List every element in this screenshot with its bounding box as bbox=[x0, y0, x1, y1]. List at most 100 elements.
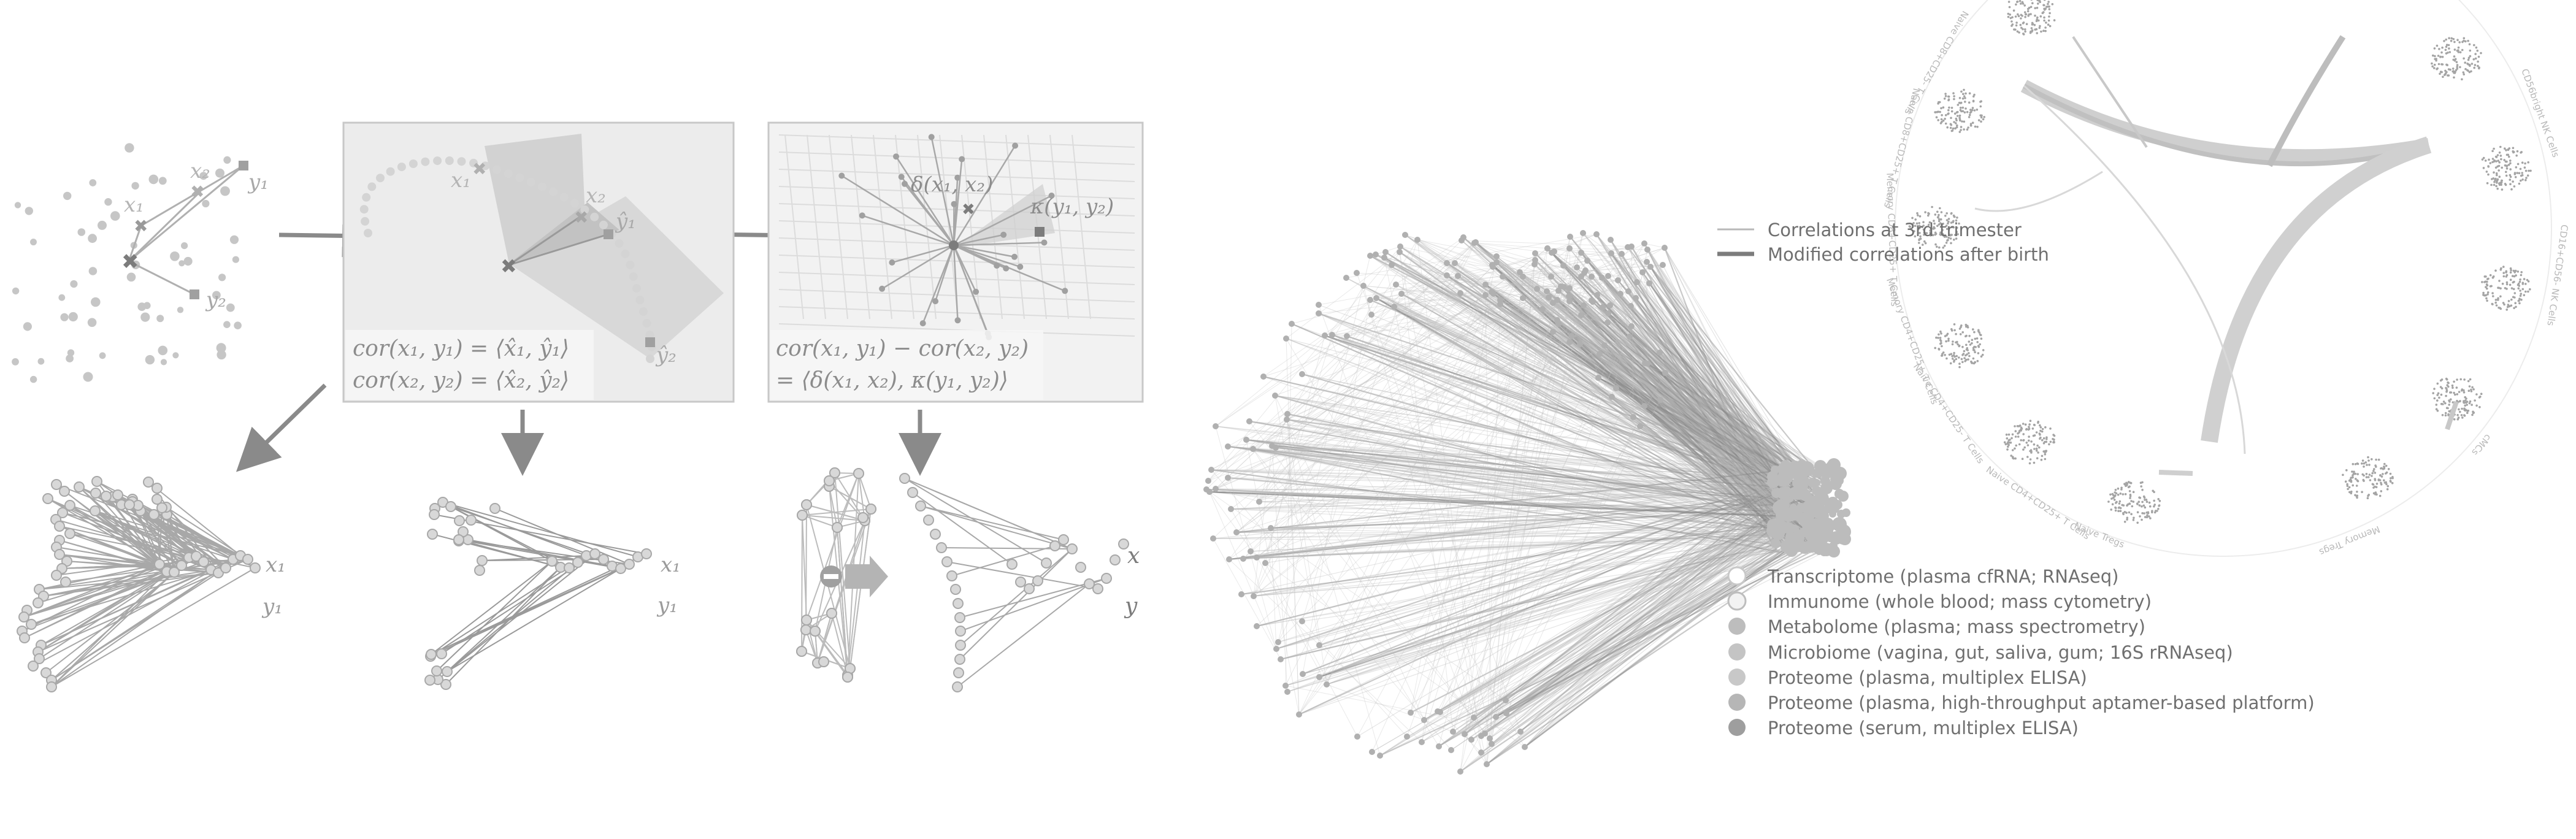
cell-dot bbox=[2477, 55, 2480, 58]
scatter-point bbox=[158, 177, 167, 185]
minus-operator-icon bbox=[820, 556, 888, 597]
cell-dot bbox=[2114, 507, 2117, 509]
hairball-edge bbox=[1557, 232, 1584, 321]
star-point bbox=[1003, 265, 1010, 272]
hairball-edge bbox=[1630, 305, 1797, 550]
cell-dot bbox=[2110, 508, 2112, 511]
hairball-edge bbox=[1301, 374, 1777, 511]
hairball-edge bbox=[1291, 323, 1820, 519]
square-marker-icon bbox=[239, 161, 248, 170]
cell-dot bbox=[2363, 465, 2365, 468]
cell-dot bbox=[2486, 299, 2488, 302]
hairball-node bbox=[1615, 277, 1621, 283]
cell-dot bbox=[2125, 485, 2127, 488]
hairball-edge bbox=[1587, 260, 1800, 479]
cell-dot bbox=[2436, 409, 2439, 412]
hairball-edge bbox=[1659, 352, 1778, 485]
cell-dot bbox=[2515, 274, 2517, 277]
formula-b-line2: cor(x₂, y₂) = ⟨x̂₂, ŷ₂⟩ bbox=[353, 368, 569, 393]
hairball-edge bbox=[1332, 313, 1609, 335]
cell-dot bbox=[2498, 161, 2501, 164]
hairball-edge bbox=[1492, 266, 1798, 555]
cell-dot bbox=[2457, 49, 2459, 52]
curve-point bbox=[621, 249, 630, 258]
hairball-edge bbox=[1363, 285, 1822, 521]
hairball-edge bbox=[1439, 508, 1818, 713]
hairball-edge bbox=[1569, 301, 1795, 478]
cell-dot bbox=[2117, 493, 2120, 496]
hairball-edge bbox=[1609, 305, 1781, 542]
network-edge bbox=[94, 510, 182, 566]
hairball-edge bbox=[1379, 550, 1822, 756]
cell-dot bbox=[2053, 439, 2055, 441]
hairball-edge bbox=[1522, 276, 1827, 470]
hairball-node bbox=[1637, 423, 1643, 429]
cell-dot bbox=[1955, 237, 1958, 240]
hairball-edge bbox=[1611, 253, 1813, 491]
hairball-edge bbox=[1446, 262, 1823, 510]
cell-dot bbox=[2018, 429, 2021, 432]
hairball-edge bbox=[1253, 505, 1783, 597]
cross-marker-icon: ✖ bbox=[472, 159, 486, 179]
hairball-edge bbox=[1542, 308, 1781, 473]
hairball-edge bbox=[1319, 554, 1792, 678]
hairball-node bbox=[1444, 260, 1450, 266]
cell-dot bbox=[2469, 378, 2472, 381]
hairball-node bbox=[1595, 375, 1601, 381]
cell-dot bbox=[2448, 37, 2450, 39]
network-edge bbox=[847, 520, 865, 676]
hairball-edge bbox=[1628, 291, 1812, 489]
hairball-edge bbox=[1302, 536, 1808, 675]
cell-dot bbox=[2505, 170, 2507, 174]
hairball-edge bbox=[1302, 542, 1793, 675]
hairball-edge bbox=[1256, 538, 1782, 627]
hairball-edge bbox=[1495, 508, 1819, 718]
hairball-edge bbox=[1486, 523, 1778, 765]
hairball-node bbox=[1593, 231, 1600, 237]
hairball-edge bbox=[1631, 246, 1634, 418]
cell-dot bbox=[2436, 44, 2439, 47]
hairball-node bbox=[1608, 237, 1614, 243]
cell-dot bbox=[2153, 505, 2155, 508]
cell-dot bbox=[2048, 5, 2050, 8]
cell-dot bbox=[2145, 499, 2148, 501]
hairball-edge bbox=[1491, 484, 1779, 745]
cell-dot bbox=[2030, 0, 2033, 1]
cell-dot bbox=[2110, 497, 2113, 500]
cell-dot bbox=[1957, 343, 1959, 346]
label-x-br: x bbox=[1127, 543, 1140, 569]
hairball-edge bbox=[1346, 277, 1795, 499]
hairball-edge bbox=[1558, 290, 1822, 481]
hairball-edge bbox=[1500, 304, 1807, 505]
hairball-edge bbox=[1558, 290, 1780, 474]
star-line bbox=[953, 244, 1015, 258]
hairball-edge bbox=[1649, 283, 1811, 494]
cell-dot bbox=[1940, 211, 1943, 213]
cell-dot bbox=[2022, 448, 2025, 451]
hairball-edge bbox=[1246, 439, 1821, 546]
scatter-point bbox=[148, 174, 159, 185]
cell-dot bbox=[2009, 17, 2012, 20]
grid-line bbox=[784, 134, 804, 320]
hairball-node bbox=[1240, 556, 1246, 562]
hairball-edge bbox=[1209, 491, 1791, 506]
hairball-edge bbox=[1535, 259, 1815, 549]
hairball-edge bbox=[1542, 308, 1811, 539]
hairball-edge bbox=[1211, 469, 1787, 485]
star-line bbox=[953, 145, 1016, 246]
hairball-edge bbox=[1569, 342, 1802, 513]
cell-dot bbox=[2442, 400, 2445, 403]
star-line bbox=[904, 183, 954, 246]
cell-dot bbox=[2014, 425, 2016, 427]
cell-dot bbox=[1961, 354, 1964, 356]
network-edge bbox=[912, 492, 1013, 565]
hairball-edge bbox=[1375, 254, 1779, 478]
network-edge bbox=[51, 572, 219, 681]
hairball-edge bbox=[1582, 232, 1791, 473]
hairball-edge bbox=[1206, 240, 1462, 490]
hairball-edge bbox=[1496, 262, 1562, 287]
cell-dot bbox=[1950, 107, 1953, 109]
cell-dot bbox=[2118, 500, 2122, 503]
hairball-edge bbox=[1581, 315, 1804, 534]
hairball-edge bbox=[1579, 343, 1800, 502]
